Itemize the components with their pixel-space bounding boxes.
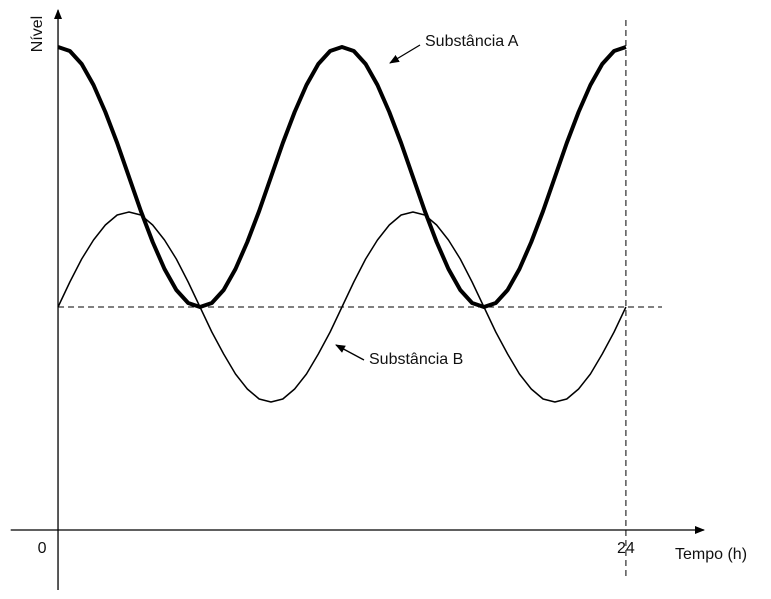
annotation-arrow — [389, 44, 421, 64]
annotation-arrow — [335, 344, 365, 361]
data-line — [57, 45, 627, 309]
annotation: Substância B — [369, 351, 463, 368]
data-line — [57, 211, 627, 403]
x-tick-label: 24 — [617, 540, 635, 557]
y-axis-label: Nível — [29, 16, 46, 52]
x-axis-label: Tempo (h) — [675, 546, 747, 563]
x-tick-label: 0 — [38, 540, 47, 557]
annotation: Substância A — [425, 33, 519, 50]
